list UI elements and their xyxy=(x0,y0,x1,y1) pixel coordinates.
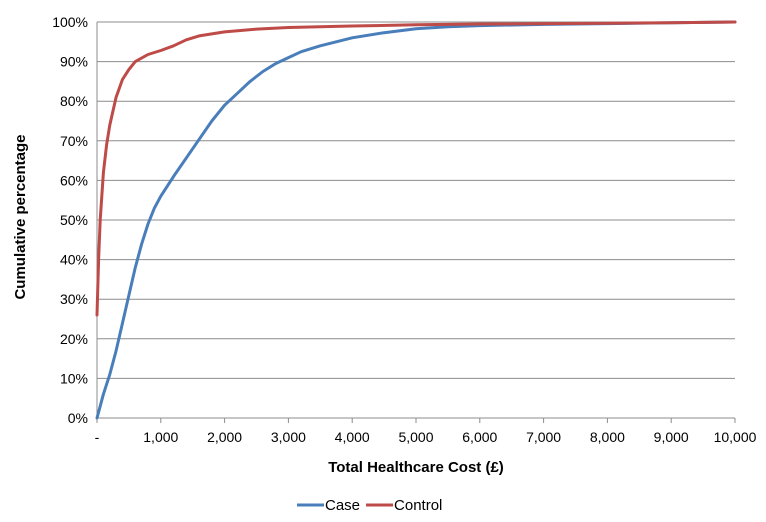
x-tick-label: - xyxy=(95,429,100,445)
legend: Case Control xyxy=(297,497,442,514)
x-tick-labels: - 1,000 2,000 3,000 4,000 5,000 6,000 7,000 8,00… xyxy=(95,429,757,445)
x-tick-label: 8,000 xyxy=(590,429,625,445)
gridlines xyxy=(97,21,735,379)
y-tick-label: 100% xyxy=(52,14,88,30)
y-tick-label: 40% xyxy=(60,252,88,268)
y-tick-label: 70% xyxy=(60,133,88,149)
legend-label-control: Control xyxy=(394,497,442,514)
y-tick-label: 90% xyxy=(60,54,88,70)
x-tick-label: 10,000 xyxy=(714,429,757,445)
y-tick-label: 80% xyxy=(60,93,88,109)
x-tick-label: 6,000 xyxy=(462,429,497,445)
x-tick-label: 3,000 xyxy=(271,429,306,445)
series-lines xyxy=(95,20,737,420)
x-tick-label: 7,000 xyxy=(526,429,561,445)
x-tick-label: 4,000 xyxy=(335,429,370,445)
x-tick-label: 2,000 xyxy=(207,429,242,445)
y-tick-label: 60% xyxy=(60,172,88,188)
legend-label-case: Case xyxy=(325,497,360,514)
y-tick-label: 10% xyxy=(60,370,88,386)
y-tick-label: 0% xyxy=(68,410,88,426)
x-axis-title: Total Healthcare Cost (£) xyxy=(328,459,504,476)
axes xyxy=(96,22,736,423)
y-tick-label: 50% xyxy=(60,212,88,228)
x-tick-label: 9,000 xyxy=(654,429,689,445)
x-tick-label: 5,000 xyxy=(398,429,433,445)
y-axis-title: Cumulative percentage xyxy=(12,134,29,299)
series-line-case xyxy=(95,20,737,420)
y-tick-label: 20% xyxy=(60,331,88,347)
x-tick-label: 1,000 xyxy=(143,429,178,445)
y-tick-labels: 0% 10% 20% 30% 40% 50% 60% 70% 80% 90% 100% xyxy=(52,14,88,426)
series-line-control xyxy=(95,20,737,317)
y-tick-label: 30% xyxy=(60,291,88,307)
